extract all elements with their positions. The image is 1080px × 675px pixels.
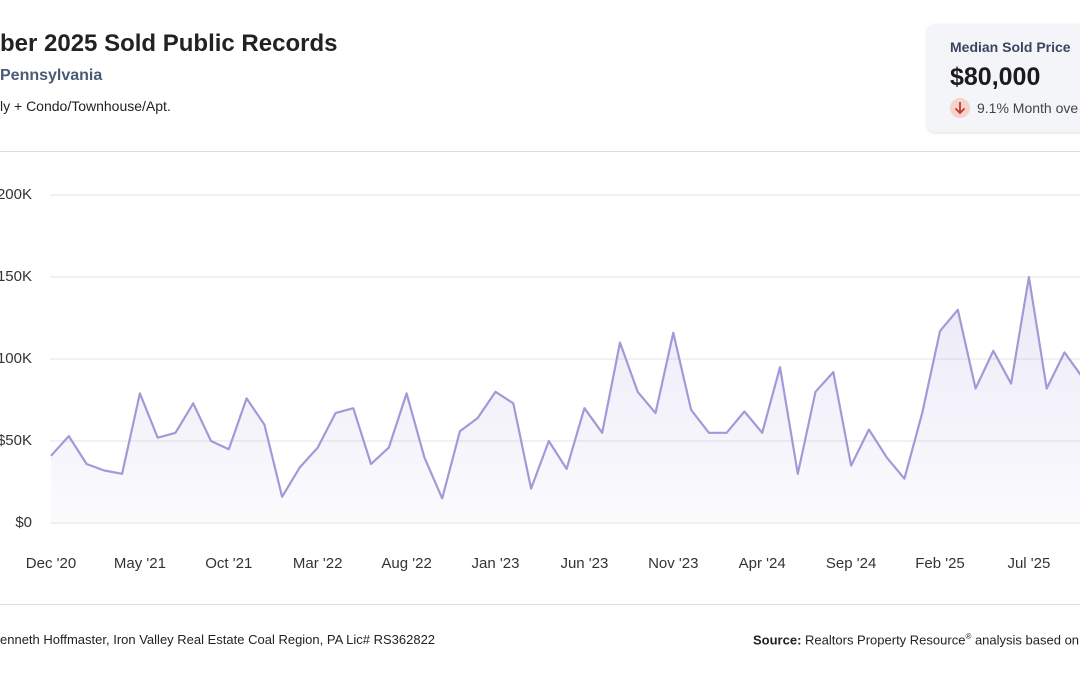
source-label: Source: <box>753 632 802 648</box>
card-change: 9.1% Month ove <box>977 100 1079 116</box>
separator <box>0 604 1080 605</box>
title: ber 2025 Sold Public Records <box>0 30 338 57</box>
x-tick-label: Jul '25 <box>1007 555 1050 572</box>
x-tick-label: Oct '21 <box>205 555 252 572</box>
card-value: $80,000 <box>950 63 1041 91</box>
x-tick-label: Dec '20 <box>26 555 76 572</box>
y-tick-label: 100K <box>0 350 32 367</box>
x-tick-label: May '21 <box>114 555 166 572</box>
x-tick-label: Feb '25 <box>915 555 965 572</box>
subtitle: Pennsylvania <box>0 67 103 84</box>
y-tick-label: 150K <box>0 268 32 285</box>
source-rest: analysis based on P <box>971 632 1080 648</box>
property-type: ly + Condo/Townhouse/Apt. <box>0 98 171 114</box>
stat-card: Median Sold Price $80,000 9.1% Month ove <box>927 24 1080 132</box>
down-icon <box>950 98 970 118</box>
x-tick-label: Mar '22 <box>293 555 343 572</box>
source-mark: ® <box>965 632 972 641</box>
line <box>50 275 1080 500</box>
chart: $0 $50K 100K 150K 200K Dec '20 May '21 Oct '21 M… <box>0 186 1080 572</box>
area-fill <box>51 277 1080 523</box>
y-tick-label: $0 <box>15 514 32 531</box>
source-text: Realtors Property Resource <box>805 632 966 648</box>
y-tick-label: 200K <box>0 186 32 203</box>
x-tick-label: Aug '22 <box>381 555 431 572</box>
footer-agent: enneth Hoffmaster, Iron Valley Real Esta… <box>0 632 436 647</box>
x-tick-label: Apr '24 <box>739 555 786 572</box>
y-tick-label: $50K <box>0 432 32 449</box>
x-tick-label: Nov '23 <box>648 555 698 572</box>
x-tick-label: Jan '23 <box>472 555 520 572</box>
card-label: Median Sold Price <box>950 39 1071 55</box>
x-tick-label: Jun '23 <box>560 555 608 572</box>
footer-source: Source: Realtors Property Resource® anal… <box>753 632 1080 647</box>
x-tick-label: Sep '24 <box>826 555 876 572</box>
separator <box>0 151 1080 152</box>
